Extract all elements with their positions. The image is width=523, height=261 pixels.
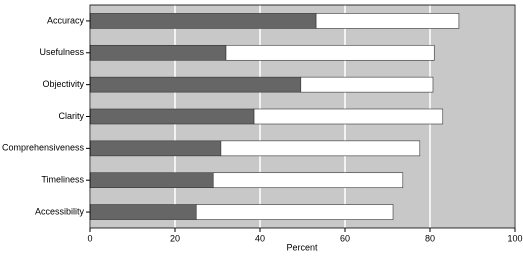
x-tick-label: 80 <box>425 233 435 243</box>
bar-segment <box>89 44 227 61</box>
bar-segment <box>315 13 460 29</box>
x-tick-label: 40 <box>255 233 265 243</box>
bar-segment <box>89 140 222 157</box>
bar-segment <box>253 108 444 125</box>
y-tick-label: Timeliness <box>41 175 84 185</box>
x-tick-label: 0 <box>87 233 92 243</box>
bar-segment <box>89 76 302 93</box>
y-tick-label: Objectivity <box>42 79 84 89</box>
bar-segment <box>89 13 317 29</box>
plot-border <box>89 4 516 229</box>
y-tick-label: Accessibility <box>35 206 85 216</box>
bar-segment <box>212 172 404 189</box>
x-tick-label: 100 <box>507 233 522 243</box>
bar-segment <box>89 204 197 220</box>
bar-segment <box>300 76 434 93</box>
x-tick-label: 60 <box>340 233 350 243</box>
bar-segment <box>225 44 435 61</box>
bar-segment <box>89 108 255 125</box>
bar-segment <box>89 172 214 189</box>
y-tick-label: Comprehensiveness <box>2 143 85 153</box>
x-axis-label: Percent <box>286 242 318 252</box>
y-tick-label: Accuracy <box>47 15 85 25</box>
x-tick-label: 20 <box>170 233 180 243</box>
y-tick-label: Usefulness <box>39 47 84 57</box>
bar-segment <box>220 140 421 157</box>
y-tick-label: Clarity <box>58 111 84 121</box>
bar-segment <box>195 204 394 220</box>
